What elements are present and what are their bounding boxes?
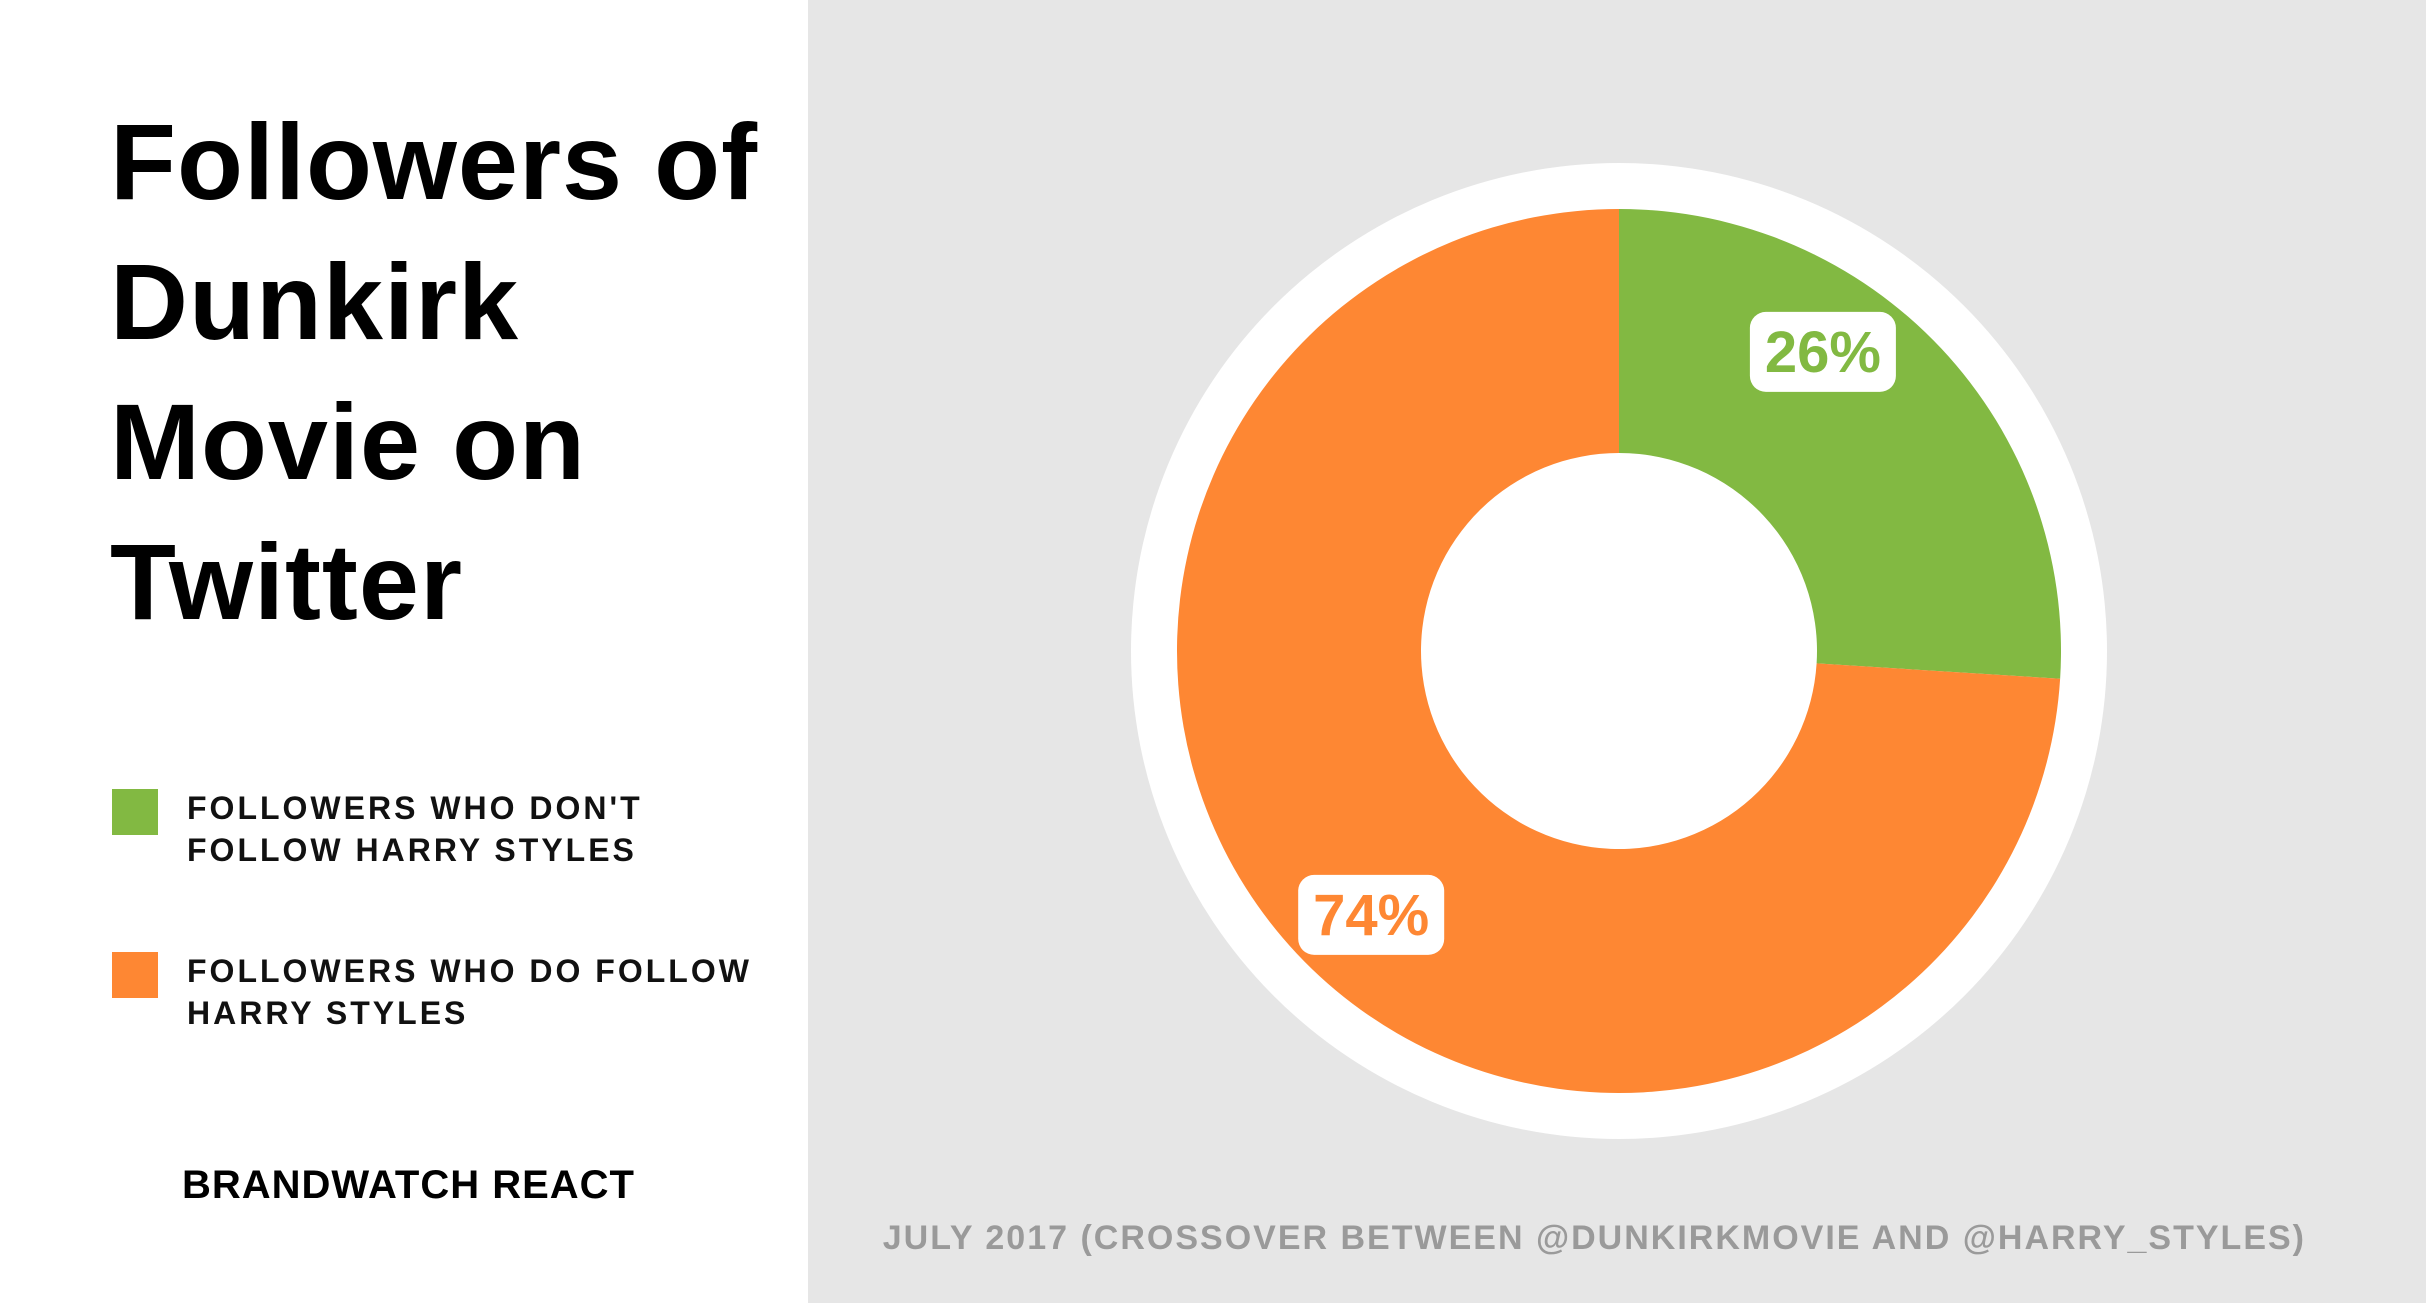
brand-credit: BRANDWATCH REACT [182,1163,635,1207]
legend-label: FOLLOWERS WHO DO FOLLOW HARRY STYLES [187,953,752,1031]
legend-swatch-green [112,789,158,835]
data-label-pill [1298,874,1445,955]
data-label-pill [1749,311,1896,392]
data-label-not-following: 26% [1749,311,1896,392]
legend-swatch-orange [112,952,158,998]
data-label-text: 26% [1765,320,1881,385]
data-label-text: 74% [1313,883,1429,948]
chart-title: Followers of Dunkirk Movie on Twitter [110,101,759,642]
left-panel: Followers of Dunkirk Movie on Twitter FO… [0,0,808,1303]
slice-not-following [1619,209,2062,679]
slice-following [1177,209,2061,1093]
legend-label: FOLLOWERS WHO DON'T FOLLOW HARRY STYLES [187,790,643,868]
data-label-following: 74% [1298,874,1445,955]
footnote: JULY 2017 (CROSSOVER BETWEEN @DUNKIRKMOV… [882,1219,2306,1257]
